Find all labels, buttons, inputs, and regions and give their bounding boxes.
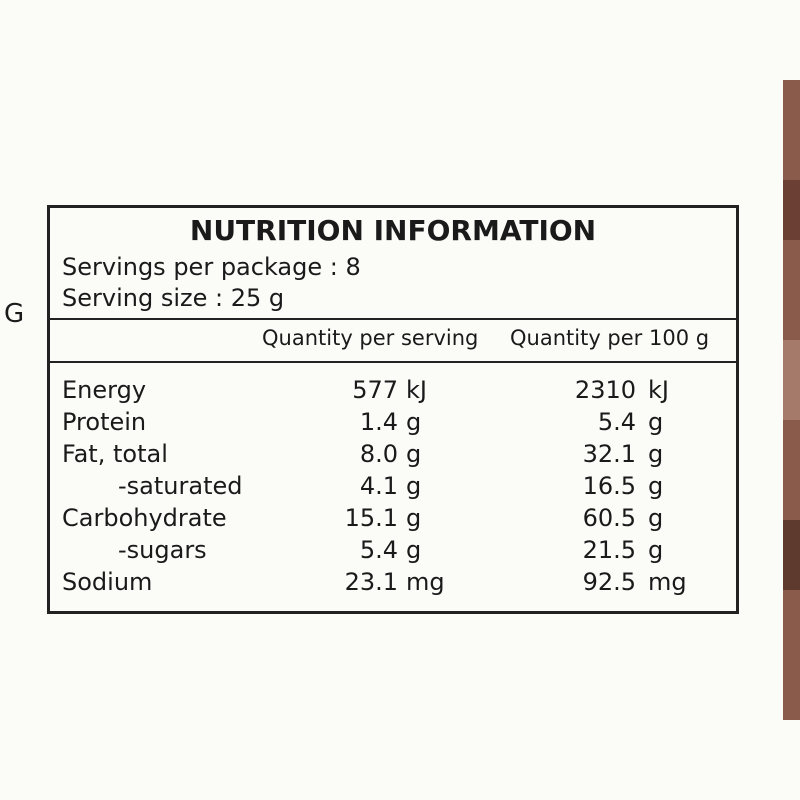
serving-value: 23.1	[344, 568, 398, 596]
serving-value: 15.1	[344, 504, 398, 532]
serving-unit: mg	[406, 568, 445, 596]
nutrient-name: -saturated	[118, 472, 243, 500]
side-letter: G	[4, 299, 25, 329]
column-header: Quantity per serving	[262, 326, 479, 350]
serving-unit: g	[406, 504, 422, 532]
nutrient-name: -sugars	[118, 536, 207, 564]
per100-value: 92.5	[582, 568, 636, 596]
column-header: Quantity per 100 g	[510, 326, 710, 350]
serving-unit: g	[406, 408, 422, 436]
serving-unit: g	[406, 536, 422, 564]
per100-value: 32.1	[582, 440, 636, 468]
serving-value: 8.0	[359, 440, 398, 468]
label-box	[47, 205, 739, 614]
servings: Servings per package : 8	[62, 253, 361, 281]
per100-value: 2310	[574, 376, 636, 404]
per100-value: 5.4	[597, 408, 636, 436]
per100-unit: g	[648, 472, 664, 500]
per100-value: 21.5	[582, 536, 636, 564]
nutrient-name: Carbohydrate	[62, 504, 227, 532]
serving-unit: kJ	[406, 376, 427, 404]
nutrient-name: Energy	[62, 376, 147, 404]
nutrient-name: Protein	[62, 408, 147, 436]
serving-unit: g	[406, 440, 422, 468]
per100-unit: g	[648, 440, 664, 468]
serving-value: 577	[352, 376, 398, 404]
serving-value: 1.4	[359, 408, 398, 436]
serving-value: 4.1	[359, 472, 398, 500]
nutrient-name: Sodium	[62, 568, 153, 596]
edge-band	[783, 520, 800, 590]
title: NUTRITION INFORMATION	[189, 214, 597, 247]
per100-unit: g	[648, 536, 664, 564]
serving-size: Serving size : 25 g	[62, 284, 285, 312]
edge-band	[783, 180, 800, 240]
serving-unit: g	[406, 472, 422, 500]
divider	[47, 361, 739, 363]
divider	[47, 318, 739, 320]
per100-unit: g	[648, 504, 664, 532]
serving-value: 5.4	[359, 536, 398, 564]
per100-value: 16.5	[582, 472, 636, 500]
per100-unit: mg	[648, 568, 687, 596]
per100-unit: g	[648, 408, 664, 436]
per100-unit: kJ	[648, 376, 669, 404]
per100-value: 60.5	[582, 504, 636, 532]
nutrient-name: Fat, total	[62, 440, 168, 468]
edge-band	[783, 340, 800, 420]
